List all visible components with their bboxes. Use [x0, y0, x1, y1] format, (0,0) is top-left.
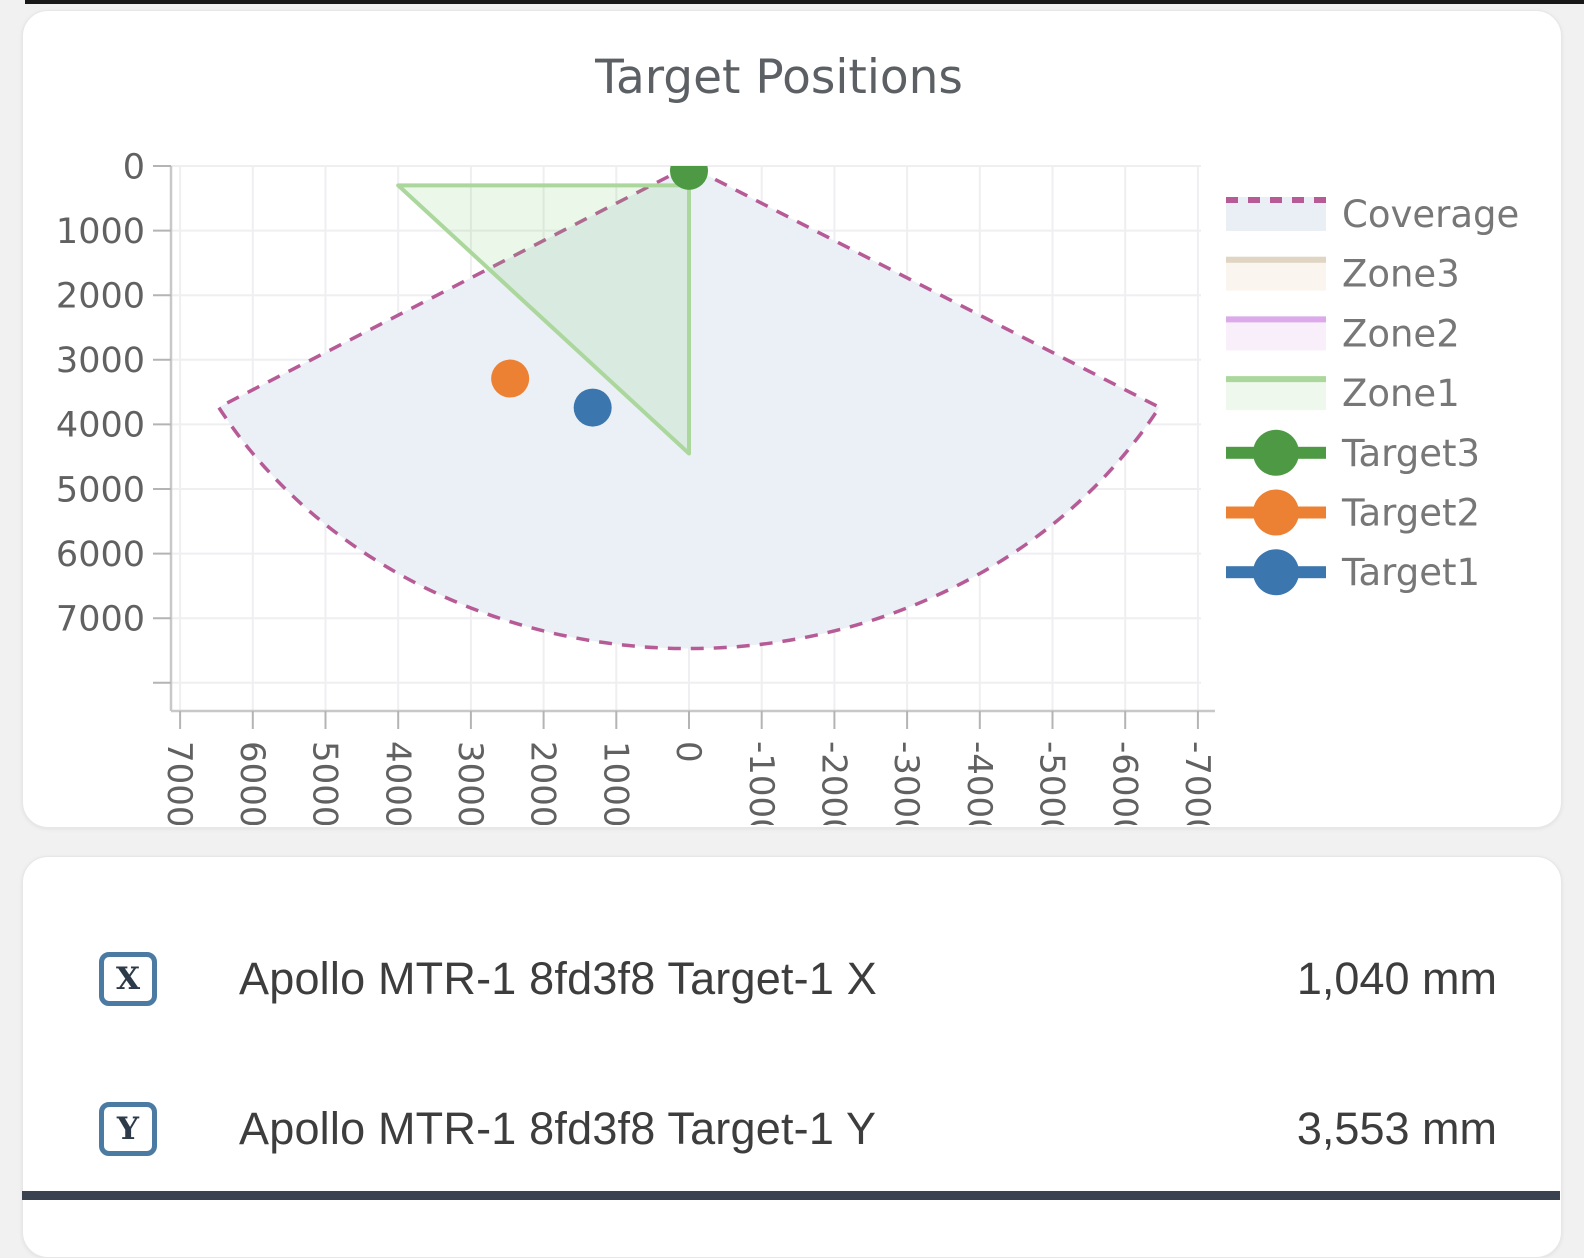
- legend-item-zone2[interactable]: Zone2: [1226, 312, 1460, 355]
- chart-title: Target Positions: [594, 50, 963, 105]
- legend-label: Target1: [1341, 551, 1480, 594]
- x-tick-label: -6000: [1104, 741, 1144, 825]
- readout-row-x: X Apollo MTR-1 8fd3f8 Target-1 X 1,040 mm: [23, 929, 1561, 1029]
- target-positions-chart: Target Positions 0 1000 2000 3000 4000 5000 60…: [56, 50, 1519, 825]
- target2-point[interactable]: [491, 359, 530, 398]
- y-tick-label: 7000: [56, 599, 145, 639]
- y-tick-label: 0: [123, 147, 145, 187]
- x-tick-label: 1000: [595, 741, 635, 825]
- legend-item-target2[interactable]: Target2: [1226, 489, 1480, 536]
- x-tick-label: 0: [668, 741, 708, 763]
- chart-plot-area: [216, 152, 1162, 651]
- x-tick-label: -5000: [1032, 741, 1072, 825]
- readout-label: Apollo MTR-1 8fd3f8 Target-1 Y: [239, 1103, 877, 1154]
- legend-label: Zone2: [1342, 312, 1460, 355]
- chart-legend: Coverage Zone3 Zone2 Zone1 Target3 Target2 Tar…: [1226, 193, 1519, 596]
- bottom-edge-strip: [22, 1191, 1560, 1200]
- legend-marker-dot: [1253, 429, 1299, 476]
- x-tick-label: 3000: [450, 741, 490, 825]
- readout-value: 3,553 mm: [1296, 1103, 1497, 1154]
- top-edge-strip: [25, 0, 1584, 4]
- x-tick-label: 6000: [232, 741, 272, 825]
- x-tick-label: -4000: [959, 741, 999, 825]
- readout-value: 1,040 mm: [1296, 953, 1497, 1004]
- target3-point[interactable]: [670, 152, 708, 190]
- x-tick-label: -2000: [814, 741, 854, 825]
- y-tick-label: 5000: [56, 470, 145, 510]
- legend-label: Zone1: [1342, 372, 1460, 415]
- x-tick-label: -3000: [886, 741, 926, 825]
- readout-label: Apollo MTR-1 8fd3f8 Target-1 X: [239, 953, 877, 1004]
- x-tick-label: 2000: [523, 741, 563, 825]
- legend-label: Coverage: [1342, 193, 1519, 236]
- legend-item-zone3[interactable]: Zone3: [1226, 253, 1460, 296]
- legend-label: Target2: [1341, 491, 1480, 534]
- legend-item-zone1[interactable]: Zone1: [1226, 372, 1460, 415]
- legend-item-target1[interactable]: Target1: [1226, 549, 1480, 596]
- legend-label: Target3: [1341, 432, 1480, 475]
- y-tick-label: 3000: [56, 341, 145, 381]
- chart-tick-labels: 0 1000 2000 3000 4000 5000 6000 7000 7000 6000 500…: [56, 147, 1217, 825]
- legend-item-target3[interactable]: Target3: [1226, 429, 1480, 476]
- x-tick-label: -1000: [741, 741, 781, 825]
- readout-row-y: Y Apollo MTR-1 8fd3f8 Target-1 Y 3,553 mm: [23, 1079, 1561, 1179]
- target1-point[interactable]: [573, 388, 612, 427]
- legend-marker-dot: [1253, 549, 1299, 596]
- legend-marker-dot: [1253, 489, 1299, 536]
- x-tick-label: 4000: [377, 741, 417, 825]
- x-tick-label: 7000: [159, 741, 199, 825]
- y-tick-label: 4000: [56, 406, 145, 446]
- x-tick-label: 5000: [305, 741, 345, 825]
- legend-label: Zone3: [1342, 253, 1460, 296]
- axis-x-icon: X: [99, 952, 157, 1006]
- x-tick-label: -7000: [1177, 741, 1217, 825]
- y-tick-label: 6000: [56, 535, 145, 575]
- y-tick-label: 2000: [56, 276, 145, 316]
- target-positions-chart-card: Target Positions 0 1000 2000 3000 4000 5000 60…: [22, 10, 1562, 828]
- zone1-area: [396, 183, 691, 456]
- axis-y-icon: Y: [99, 1102, 157, 1156]
- y-tick-label: 1000: [56, 212, 145, 252]
- legend-item-coverage[interactable]: Coverage: [1226, 193, 1519, 236]
- chart-axes: [153, 165, 1215, 729]
